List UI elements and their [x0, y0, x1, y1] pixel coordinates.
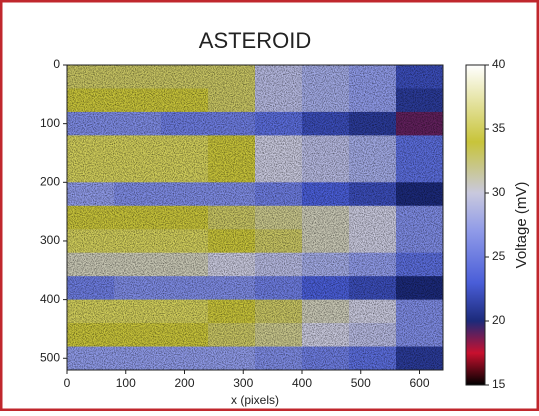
x-tick-label: 500	[351, 376, 371, 390]
colorbar-tick-label: 20	[492, 313, 506, 327]
x-tick-label: 0	[64, 376, 71, 390]
colorbar-label: Voltage (mV)	[513, 182, 530, 269]
colorbar-tick-label: 25	[492, 249, 506, 263]
x-axis-label: x (pixels)	[231, 393, 279, 407]
colorbar-tick-label: 15	[492, 377, 506, 391]
plot-frame	[66, 64, 444, 371]
colorbar-tick-label: 30	[492, 185, 506, 199]
x-tick-label: 100	[116, 376, 136, 390]
colorbar	[465, 64, 486, 386]
y-tick-label: 500	[40, 350, 60, 364]
x-tick-label: 200	[174, 376, 194, 390]
colorbar-tick-label: 35	[492, 121, 506, 135]
y-tick-label: 200	[40, 174, 60, 188]
colorbar-tick-label: 40	[492, 57, 506, 71]
y-tick-label: 100	[40, 116, 60, 130]
x-tick-label: 600	[409, 376, 429, 390]
texture	[67, 65, 443, 370]
heatmap	[67, 65, 444, 371]
x-tick-label: 300	[233, 376, 253, 390]
y-tick-label: 0	[53, 57, 60, 71]
chart-title: ASTEROID	[199, 28, 311, 53]
y-tick-label: 400	[40, 292, 60, 306]
y-tick-label: 300	[40, 233, 60, 247]
x-tick-label: 400	[292, 376, 312, 390]
